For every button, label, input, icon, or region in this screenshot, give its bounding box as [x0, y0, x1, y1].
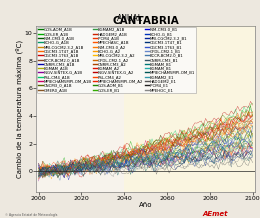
X-axis label: Año: Año	[139, 202, 152, 208]
Text: © Agencia Estatal de Meteorología: © Agencia Estatal de Meteorología	[5, 213, 57, 217]
Y-axis label: Cambio de la temperatura máxima (ºC): Cambio de la temperatura máxima (ºC)	[16, 40, 23, 178]
Text: AEmet: AEmet	[203, 211, 228, 217]
Bar	[124, 26, 255, 192]
Legend: GOS-AOM_A1B, GOS-ER_A1B, INM-CM3.0_A1B, ECHO-G_A1B, MRI-CGCM2.3.2_A1B, CGCM3.1T4: GOS-AOM_A1B, GOS-ER_A1B, INM-CM3.0_A1B, …	[37, 27, 196, 93]
Title: CANTABRIA: CANTABRIA	[112, 16, 179, 26]
Text: ANUAL: ANUAL	[117, 14, 143, 23]
